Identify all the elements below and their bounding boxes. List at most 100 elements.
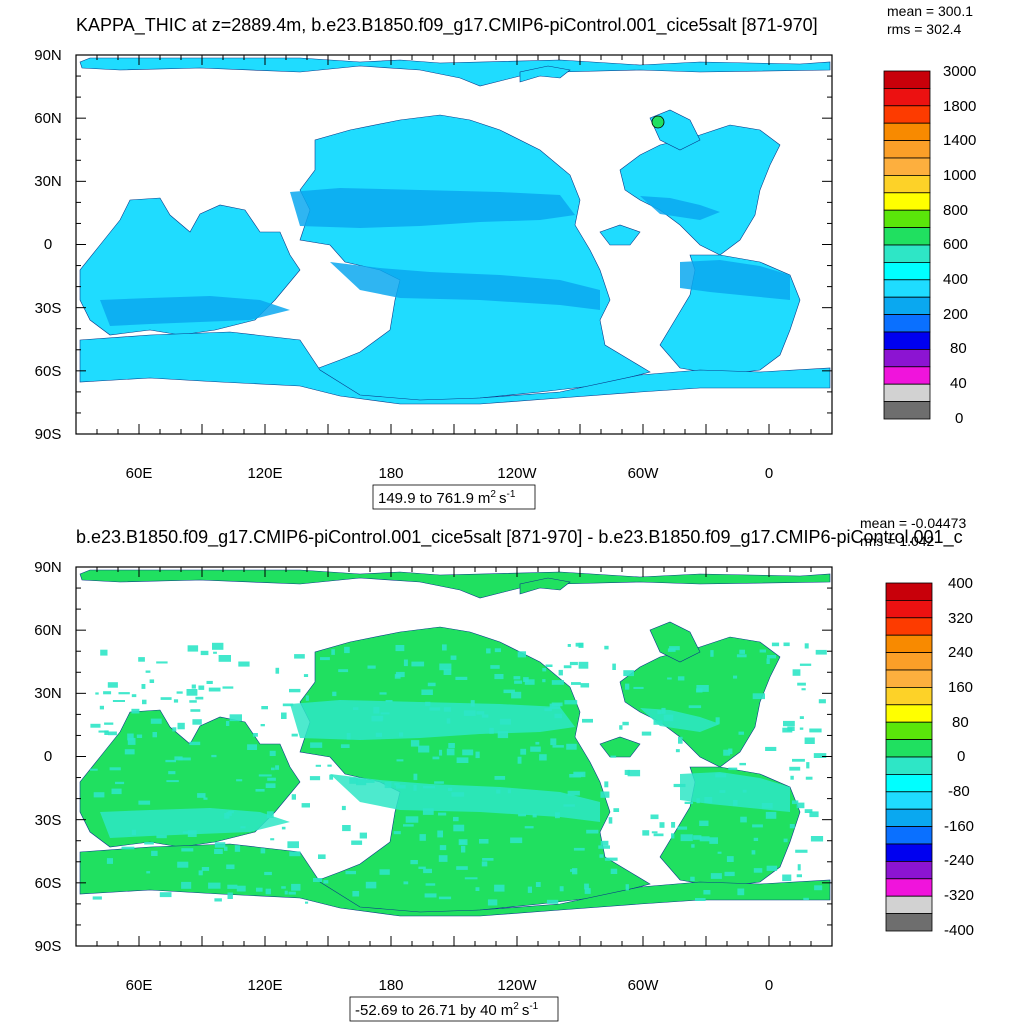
- noise-patch: [226, 811, 232, 816]
- noise-patch: [810, 836, 824, 842]
- noise-patch: [783, 642, 790, 647]
- noise-patch: [782, 727, 793, 733]
- noise-patch: [598, 845, 610, 849]
- noise-patch: [156, 661, 168, 664]
- lon-label-120w: 120W: [497, 465, 537, 482]
- noise-patch: [814, 885, 823, 891]
- noise-patch: [421, 689, 433, 695]
- noise-patch: [351, 840, 363, 845]
- noise-patch: [159, 892, 172, 898]
- lat-label-60s: 60S: [35, 875, 62, 892]
- noise-patch: [580, 683, 590, 688]
- noise-patch: [438, 812, 447, 816]
- noise-patch: [633, 686, 644, 689]
- noise-patch: [356, 778, 367, 786]
- noise-patch: [771, 642, 780, 647]
- noise-patch: [107, 682, 118, 688]
- noise-patch: [394, 674, 401, 679]
- noise-patch: [104, 730, 109, 735]
- noise-patch: [418, 866, 426, 869]
- noise-patch: [695, 898, 706, 901]
- noise-patch: [566, 743, 577, 750]
- noise-patch: [804, 643, 809, 649]
- panel-title: KAPPA_THIC at z=2889.4m, b.e23.B1850.f09…: [76, 15, 818, 36]
- noise-patch: [551, 702, 563, 707]
- noise-patch: [227, 892, 233, 899]
- noise-patch: [653, 833, 664, 837]
- noise-patch: [288, 891, 296, 895]
- noise-patch: [142, 699, 147, 705]
- noise-patch: [109, 767, 121, 771]
- noise-patch: [240, 826, 246, 829]
- noise-patch: [507, 789, 511, 794]
- noise-patch: [809, 728, 822, 733]
- noise-patch: [310, 742, 323, 748]
- noise-patch: [342, 825, 351, 832]
- cb-label: 800: [943, 202, 968, 219]
- noise-patch: [795, 849, 808, 853]
- noise-patch: [671, 833, 675, 839]
- cb-label: 320: [948, 610, 973, 627]
- noise-patch: [146, 871, 151, 874]
- noise-patch: [783, 720, 795, 727]
- noise-patch: [271, 767, 275, 771]
- colorbar-swatch: [885, 808, 933, 828]
- noise-patch: [197, 793, 206, 798]
- rms-stat: rms = 302.4: [887, 21, 962, 37]
- noise-patch: [208, 687, 221, 692]
- noise-patch: [796, 874, 802, 878]
- noise-patch: [549, 703, 561, 709]
- noise-patch: [582, 718, 593, 723]
- noise-patch: [766, 865, 778, 871]
- noise-patch: [481, 861, 488, 867]
- noise-patch: [189, 700, 197, 703]
- noise-patch: [443, 669, 452, 675]
- noise-patch: [809, 811, 819, 818]
- colorbar-swatch: [885, 739, 933, 758]
- noise-patch: [174, 756, 183, 761]
- colorbar-swatch: [883, 174, 931, 194]
- noise-patch: [177, 722, 185, 730]
- noise-patch: [759, 649, 766, 653]
- lat-label-90s: 90S: [35, 938, 62, 955]
- ocean-region-atlanticN: [619, 636, 781, 768]
- noise-patch: [218, 655, 231, 662]
- noise-patch: [327, 764, 332, 767]
- lon-label-60e: 60E: [126, 977, 153, 994]
- noise-patch: [266, 811, 274, 818]
- noise-patch: [546, 899, 559, 904]
- noise-patch: [264, 871, 272, 876]
- colorbar-swatch: [883, 279, 931, 298]
- noise-patch: [753, 837, 759, 841]
- unit-base: m: [501, 1002, 514, 1019]
- noise-patch: [584, 883, 589, 890]
- noise-patch: [222, 686, 234, 689]
- noise-patch: [753, 868, 763, 873]
- noise-patch: [715, 717, 720, 724]
- noise-patch: [563, 804, 575, 807]
- noise-patch: [187, 645, 199, 652]
- noise-patch: [574, 772, 584, 776]
- cb-label: 600: [943, 236, 968, 253]
- noise-patch: [532, 813, 537, 818]
- noise-patch: [93, 792, 105, 798]
- noise-patch: [309, 776, 321, 781]
- noise-patch: [395, 645, 405, 652]
- noise-patch: [396, 759, 404, 762]
- noise-patch: [214, 842, 226, 848]
- noise-patch: [451, 792, 465, 797]
- noise-patch: [578, 661, 589, 669]
- cb-label: 80: [950, 340, 967, 357]
- lon-label-180: 180: [378, 977, 403, 994]
- noise-patch: [563, 665, 572, 669]
- noise-patch: [710, 650, 714, 657]
- noise-patch: [208, 882, 221, 889]
- noise-patch: [600, 791, 610, 798]
- noise-patch: [567, 644, 571, 647]
- noise-patch: [499, 718, 511, 725]
- range-text-line: -52.69 to 26.71 by 40 m2 s-1: [355, 1001, 539, 1019]
- noise-patch: [365, 881, 377, 889]
- ocean-region-bering: [519, 65, 571, 83]
- noise-patch: [752, 824, 763, 828]
